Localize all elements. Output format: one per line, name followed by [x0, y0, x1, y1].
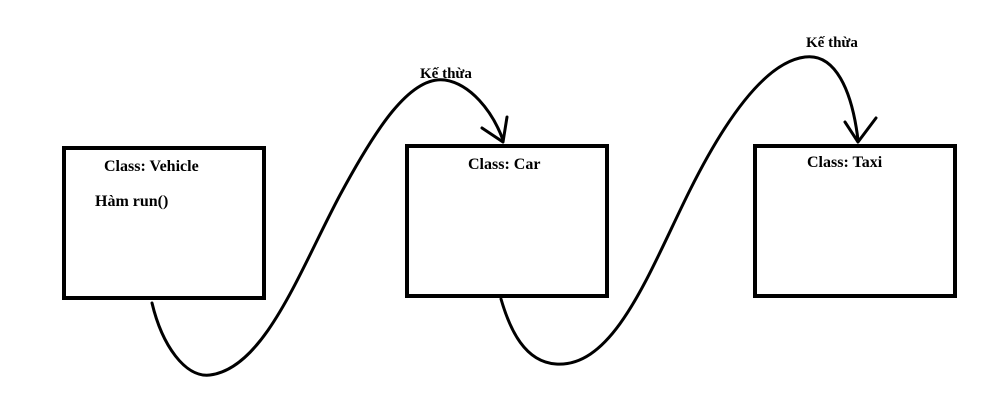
inheritance-arrow-car-taxi: Kế thừa [499, 35, 878, 366]
class-box-taxi: Class: Taxi [753, 144, 957, 298]
class-box-border [753, 144, 957, 298]
inheritance-arrow-vehicle-car: Kế thừa [150, 66, 509, 377]
class-method: Hàm run() [95, 193, 168, 210]
inheritance-label: Kế thừa [806, 35, 858, 51]
class-title: Class: Taxi [807, 154, 883, 171]
class-box-car: Class: Car [405, 144, 609, 298]
connector-curve [150, 78, 505, 377]
class-box-border [405, 144, 609, 298]
class-box-border [62, 146, 266, 300]
class-title: Class: Vehicle [104, 158, 199, 175]
arrow-head-icon [843, 116, 878, 144]
arrow-head-icon [480, 115, 509, 144]
class-title: Class: Car [468, 156, 540, 173]
inheritance-label: Kế thừa [420, 66, 472, 82]
class-box-vehicle: Class: Vehicle Hàm run() [62, 146, 266, 300]
connector-curve [499, 55, 860, 366]
